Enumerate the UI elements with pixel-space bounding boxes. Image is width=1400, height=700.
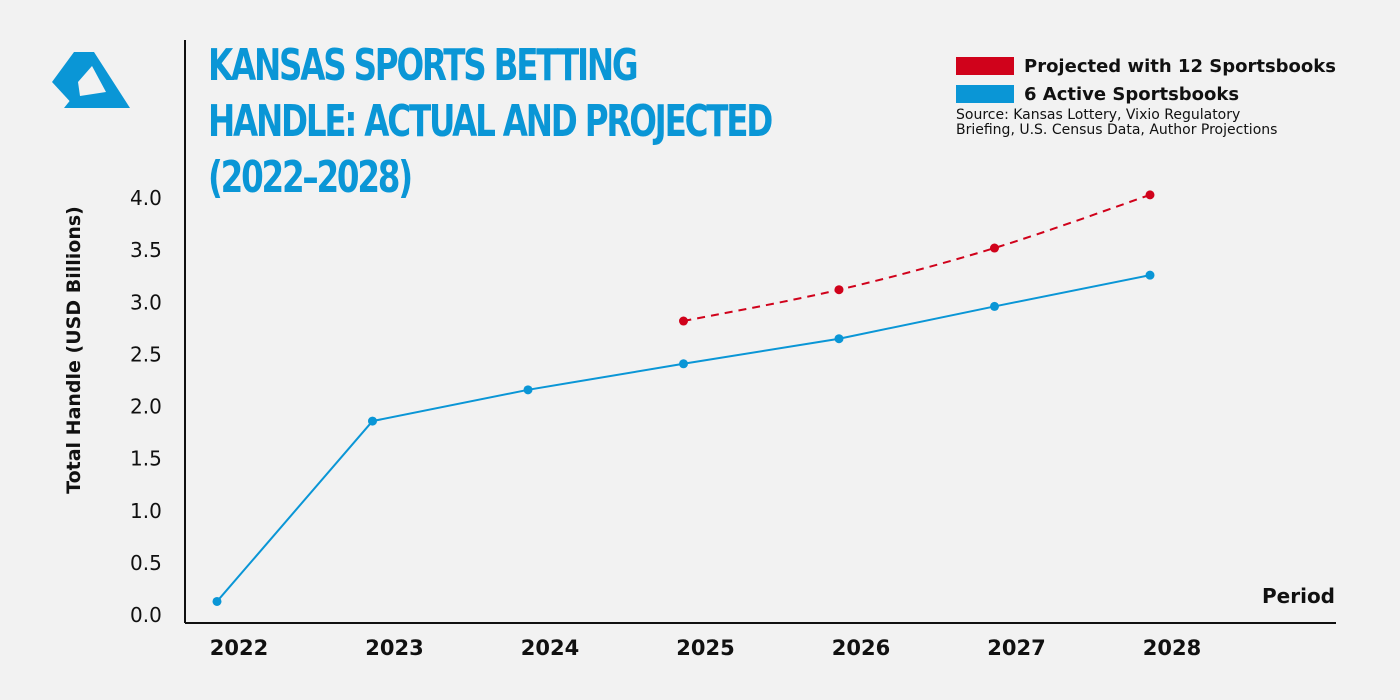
series-line-projected: [683, 193, 1151, 322]
x-tick-label: 2027: [987, 636, 1045, 660]
y-tick-label: 2.0: [130, 395, 162, 419]
source-line-2: Briefing, U.S. Census Data, Author Proje…: [956, 122, 1278, 138]
y-tick-label: 1.5: [130, 447, 162, 471]
data-point-active: [523, 385, 533, 395]
data-point-active: [990, 301, 999, 311]
x-tick-label: 2022: [210, 636, 268, 660]
x-ticks: 2022 2023 2024 2025 2026 2027 2028: [210, 636, 1201, 660]
data-point-active: [212, 596, 222, 606]
x-tick-label: 2025: [676, 636, 734, 660]
data-point-projected: [990, 243, 999, 253]
x-tick-label: 2023: [365, 636, 423, 660]
data-point-active: [834, 334, 844, 344]
y-tick-label: 3.0: [130, 290, 162, 314]
chart-title: KANSAS SPORTS BETTING HANDLE: ACTUAL AND…: [208, 38, 773, 206]
data-point-active: [368, 416, 377, 426]
x-tick-label: 2028: [1143, 636, 1201, 660]
y-ticks: 0.0 0.5 1.0 1.5 2.0 2.5 3.0 3.5 4.0: [130, 186, 162, 627]
source-note: Source: Kansas Lottery, Vixio Regulatory…: [956, 108, 1376, 138]
data-point-active: [1145, 270, 1155, 280]
title-line-1: KANSAS SPORTS BETTING: [208, 40, 639, 91]
legend-swatch-active: [956, 85, 1014, 103]
legend-swatch-projected: [956, 57, 1014, 75]
y-tick-label: 2.5: [130, 342, 162, 366]
data-point-projected: [679, 316, 688, 326]
title-line-3: (2022–2028): [208, 152, 413, 203]
legend-label-projected: Projected with 12 Sportsbooks: [1024, 55, 1336, 77]
y-tick-label: 1.0: [130, 499, 162, 523]
y-tick-label: 0.0: [130, 603, 162, 627]
legend-label-active: 6 Active Sportsbooks: [1024, 83, 1240, 105]
data-point-projected: [834, 285, 844, 295]
x-axis-label: Period: [1262, 584, 1335, 608]
source-line-1: Source: Kansas Lottery, Vixio Regulatory: [956, 107, 1241, 123]
series-group: [212, 190, 1155, 606]
axes: [184, 40, 1336, 624]
y-tick-label: 4.0: [130, 186, 162, 210]
legend-item-projected: Projected with 12 Sportsbooks: [956, 52, 1376, 80]
data-point-projected: [1145, 190, 1155, 200]
legend-item-active: 6 Active Sportsbooks: [956, 80, 1376, 108]
triangle-logo-icon: [52, 52, 130, 108]
x-tick-label: 2024: [521, 636, 579, 660]
data-point-active: [679, 359, 688, 369]
y-tick-label: 3.5: [130, 238, 162, 262]
y-tick-label: 0.5: [130, 551, 162, 575]
legend: Projected with 12 Sportsbooks 6 Active S…: [956, 52, 1376, 108]
x-tick-label: 2026: [832, 636, 890, 660]
